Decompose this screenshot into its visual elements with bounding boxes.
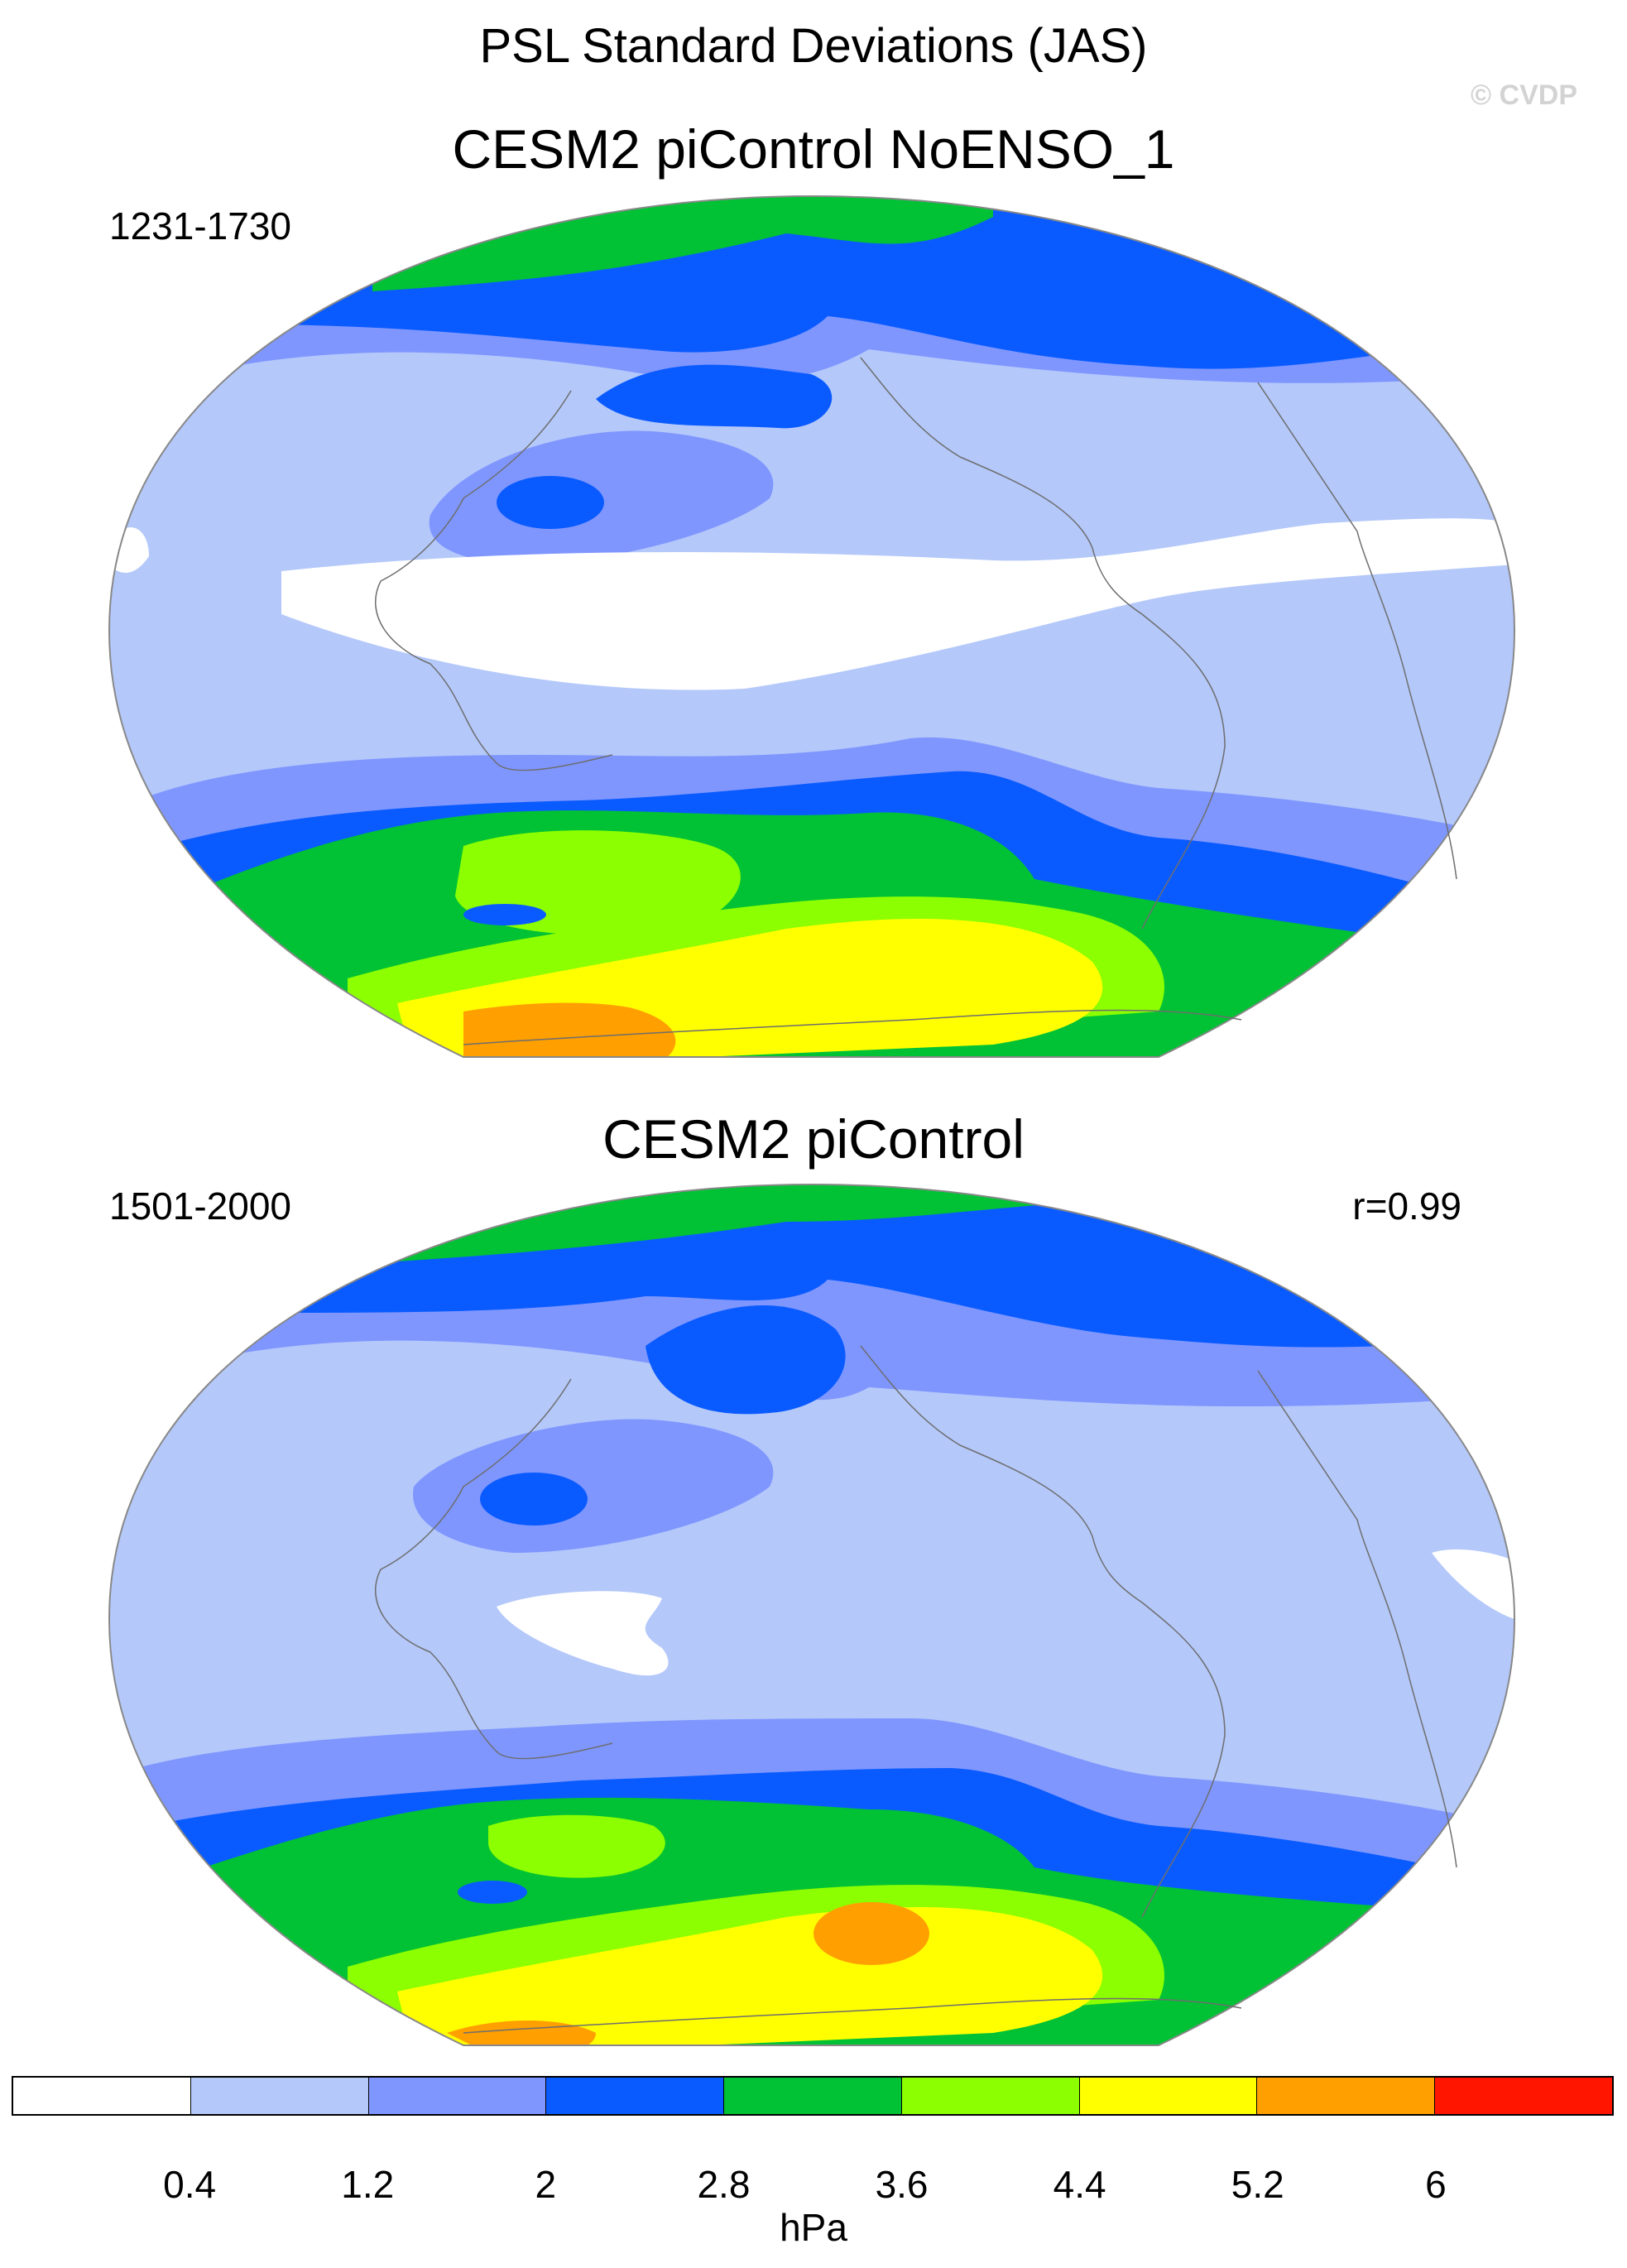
colorbar-swatch [1079,2078,1258,2114]
colorbar-tick-label: 2.8 [697,2163,751,2206]
colorbar-swatch [368,2078,547,2114]
colorbar-tick-label: 5.2 [1231,2163,1284,2206]
colorbar-unit: hPa [780,2206,847,2249]
map-panel-2 [108,1183,1516,2046]
colorbar-tick-label: 0.4 [163,2163,217,2206]
panel-1-title: CESM2 piControl NoENSO_1 [452,118,1175,180]
colorbar [12,2076,1614,2116]
colorbar-swatch [901,2078,1080,2114]
colorbar-tick-label: 2 [535,2163,557,2206]
panel-2-years: 1501-2000 [109,1184,291,1228]
colorbar-swatch [724,2078,902,2114]
colorbar-swatch [1257,2078,1436,2114]
colorbar-tick-label: 3.6 [875,2163,929,2206]
colorbar-swatch [546,2078,725,2114]
panel-2-title: CESM2 piControl [602,1108,1025,1170]
colorbar-tick-label: 6 [1425,2163,1447,2206]
pattern-correlation: r=0.99 [1352,1184,1461,1228]
copyright-watermark: © CVDP [1471,79,1577,111]
colorbar-swatch [13,2078,191,2114]
colorbar-swatch [1435,2078,1613,2114]
figure-title: PSL Standard Deviations (JAS) [479,19,1148,73]
map-panel-1 [108,195,1516,1058]
panel-1-years: 1231-1730 [109,204,291,247]
colorbar-swatch [190,2078,369,2114]
colorbar-labels: 0.4 1.2 2 2.8 3.6 4.4 5.2 6 [0,2162,1627,2212]
colorbar-tick-label: 1.2 [341,2163,395,2206]
colorbar-tick-label: 4.4 [1053,2163,1106,2206]
